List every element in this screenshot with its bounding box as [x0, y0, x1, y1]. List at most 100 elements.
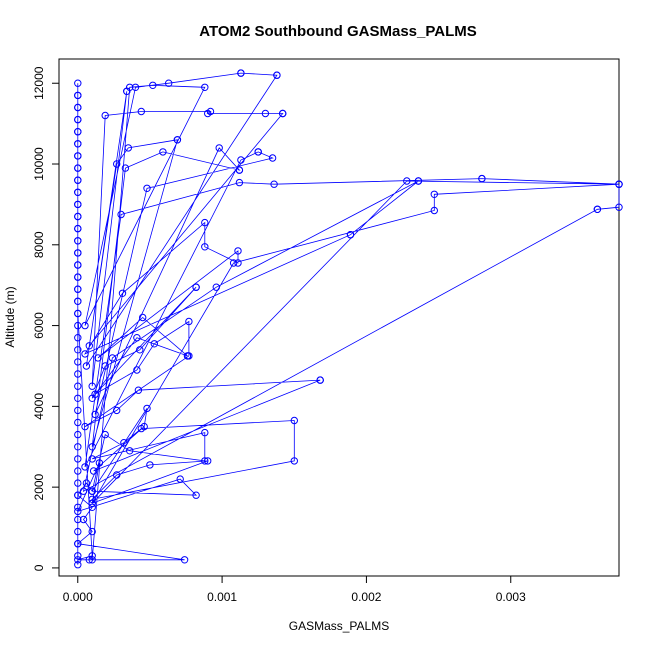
data-point: [74, 237, 82, 245]
y-tick-label: 8000: [32, 231, 46, 258]
data-point: [268, 154, 277, 162]
data-point: [74, 515, 82, 524]
data-point: [126, 83, 134, 92]
y-tick-label: 10000: [32, 147, 46, 181]
data-point: [74, 224, 82, 233]
data-point: [201, 83, 209, 92]
data-point: [88, 443, 96, 451]
series-line-0: [76, 72, 620, 565]
data-point: [74, 370, 82, 378]
data-point: [113, 406, 121, 415]
data-point: [120, 439, 128, 447]
data-point: [346, 231, 355, 239]
x-tick-label: 0.000: [63, 590, 93, 604]
data-point: [74, 273, 82, 281]
data-point: [88, 499, 96, 507]
data-point: [183, 352, 192, 360]
data-point: [94, 354, 102, 362]
data-point: [173, 136, 182, 144]
data-point: [74, 212, 82, 221]
data-point: [74, 200, 82, 209]
data-point: [180, 556, 189, 564]
data-point: [74, 358, 82, 366]
data-point: [74, 503, 82, 511]
data-point: [74, 552, 82, 560]
data-point: [74, 479, 82, 487]
data-point: [74, 467, 82, 475]
data-point: [201, 457, 209, 465]
data-point: [88, 382, 96, 390]
data-point: [403, 177, 411, 185]
data-point: [95, 459, 104, 467]
series-layer: [74, 69, 623, 569]
y-tick-label: 2000: [32, 473, 46, 500]
data-point: [88, 487, 96, 495]
data-point: [89, 467, 98, 475]
data-point: [85, 342, 94, 350]
data-point: [206, 107, 215, 116]
data-point: [615, 180, 623, 188]
data-point: [74, 561, 82, 569]
data-point: [74, 443, 82, 451]
data-point: [134, 386, 143, 394]
data-point: [74, 507, 82, 516]
data-point: [316, 376, 324, 384]
data-point: [146, 461, 154, 469]
data-point: [88, 556, 96, 564]
data-point: [131, 83, 140, 92]
data-point: [74, 103, 82, 112]
data-point: [74, 527, 82, 536]
data-point: [139, 313, 147, 322]
data-point: [113, 160, 121, 168]
data-point: [290, 457, 298, 465]
data-point: [88, 394, 96, 402]
data-point: [126, 447, 134, 455]
data-point: [204, 457, 212, 465]
y-axis-label: Altitude (m): [3, 286, 17, 347]
data-point: [74, 455, 82, 463]
y-tick-label: 4000: [32, 393, 46, 420]
data-point: [478, 174, 486, 183]
data-point: [237, 69, 245, 77]
data-point: [121, 164, 130, 172]
data-point: [201, 428, 209, 437]
x-tick-label: 0.003: [496, 590, 526, 604]
data-point: [235, 166, 244, 174]
data-point: [159, 148, 167, 156]
data-point: [74, 540, 82, 548]
data-point: [74, 418, 82, 427]
data-point: [136, 346, 144, 354]
data-point: [74, 79, 82, 87]
data-point: [74, 152, 82, 160]
data-point: [88, 503, 96, 511]
data-point: [143, 184, 151, 193]
data-point: [74, 128, 82, 136]
data-point: [74, 334, 82, 342]
data-point: [273, 71, 281, 79]
data-point: [593, 205, 602, 214]
data-point: [74, 164, 82, 172]
data-point: [150, 340, 159, 348]
data-point: [81, 321, 89, 330]
data-point: [270, 180, 278, 188]
data-point: [82, 479, 91, 487]
data-point: [108, 354, 117, 362]
data-point: [118, 289, 127, 297]
data-point: [235, 178, 244, 187]
data-point: [414, 177, 423, 185]
data-point: [192, 283, 200, 291]
data-point: [117, 210, 125, 219]
data-point: [74, 261, 82, 269]
data-point: [74, 188, 82, 197]
data-point: [124, 144, 133, 152]
data-point: [74, 556, 82, 564]
data-point: [430, 190, 438, 199]
data-point: [74, 406, 82, 415]
data-point: [101, 362, 109, 370]
data-point: [229, 259, 238, 267]
data-point: [212, 283, 221, 291]
data-point: [234, 259, 242, 267]
data-point: [279, 109, 287, 118]
data-point: [81, 463, 89, 471]
